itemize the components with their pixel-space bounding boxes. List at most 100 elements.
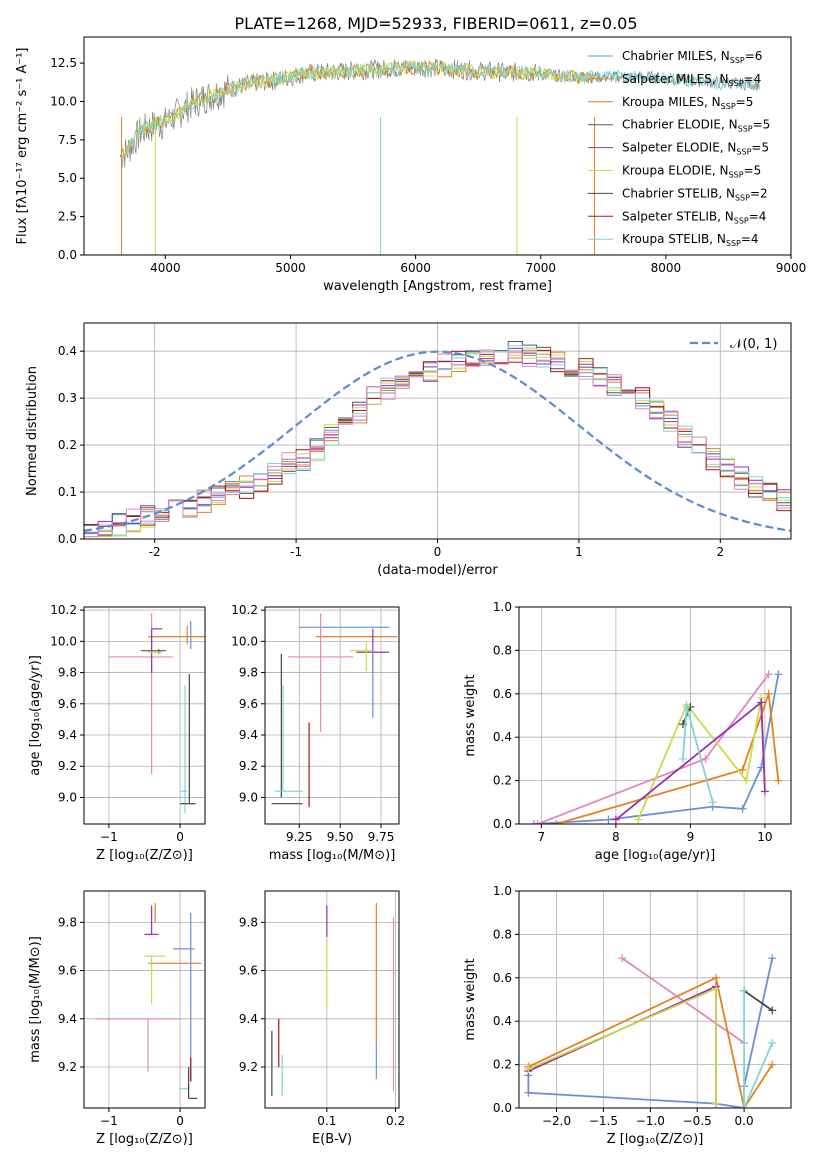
y-tick-label: 9.6 xyxy=(58,697,77,711)
x-tick-label: -2 xyxy=(149,545,161,559)
y-tick-label: 5.0 xyxy=(58,171,77,185)
x-tick-label: −1.5 xyxy=(589,1114,618,1128)
legend-label: Kroupa STELIB, NSSP=4 xyxy=(622,232,759,248)
x-tick-label: 6000 xyxy=(400,261,431,275)
y-tick-label: 9.2 xyxy=(58,759,77,773)
legend-subscript: SSP xyxy=(721,102,736,111)
y-tick-label: 9.6 xyxy=(239,964,258,978)
age-vs-mass-panel: 9.25 9.50 9.75 9.0 9.2 9.4 9.6 9.8 10.0 10.2 mass … xyxy=(231,603,400,863)
normal-curve xyxy=(84,350,791,532)
y-tick-label: 9.2 xyxy=(239,759,258,773)
histogram-step xyxy=(84,349,791,538)
legend-label-tail: =4 xyxy=(744,72,762,86)
x-axis-label: wavelength [Angstrom, rest frame] xyxy=(323,279,552,294)
residuals-panel: -2 -1 0 1 2 0.0 0.1 0.2 0.3 0.4 (data-model)/error… xyxy=(25,322,792,578)
legend-label: Salpeter STELIB, NSSP=4 xyxy=(622,209,766,225)
legend-label: Chabrier STELIB, NSSP=2 xyxy=(622,186,768,202)
y-tick-label: 0.6 xyxy=(493,971,512,985)
x-axis-label: Z [log₁₀(Z/Z⊙)] xyxy=(96,848,193,863)
x-tick-label: 7000 xyxy=(525,261,556,275)
y-tick-label: 7.5 xyxy=(58,133,77,147)
y-tick-label: 0.2 xyxy=(58,438,77,452)
y-tick-label: 0.2 xyxy=(493,774,512,788)
legend-label: Salpeter ELODIE, NSSP=5 xyxy=(622,141,769,157)
normal-legend-label: 𝒩(0, 1) xyxy=(730,337,777,352)
axes-frame xyxy=(518,606,792,825)
y-tick-label: 0.3 xyxy=(58,391,77,405)
y-tick-label: 0.0 xyxy=(493,1101,512,1115)
mass-vs-ebv-plot-area xyxy=(271,903,395,1096)
residuals-plot-area xyxy=(84,340,791,538)
x-tick-label: −2.0 xyxy=(542,1114,571,1128)
legend-label: Kroupa ELODIE, NSSP=5 xyxy=(622,164,761,180)
legend-label: Chabrier ELODIE, NSSP=5 xyxy=(622,118,770,134)
y-tick-label: 9.4 xyxy=(58,1012,77,1026)
y-tick-label: 9.4 xyxy=(239,728,258,742)
legend-subscript: SSP xyxy=(729,171,744,180)
mass-vs-Z-panel: −1 0 9.2 9.4 9.6 9.8 Z [log₁₀(Z/Z⊙)] mass [log₁… xyxy=(28,890,206,1147)
x-tick-label: 0.0 xyxy=(735,1114,754,1128)
y-tick-label: 10.2 xyxy=(231,603,258,617)
y-axis-label: age [log₁₀(age/yr)] xyxy=(28,655,43,776)
x-tick-label: 1 xyxy=(575,545,583,559)
y-tick-label: 10.0 xyxy=(231,634,258,648)
y-tick-label: 9.4 xyxy=(58,728,77,742)
spectrum-legend: Chabrier MILES, NSSP=6 Salpeter MILES, NS… xyxy=(588,49,770,248)
age-vs-Z-plot-area xyxy=(108,613,205,814)
x-tick-label: 9 xyxy=(687,830,695,844)
mass-vs-Z-plot-area xyxy=(94,903,202,1099)
y-tick-label: 9.8 xyxy=(58,915,77,929)
weight-vs-age-plot-area xyxy=(529,670,783,824)
x-axis-label: mass [log₁₀(M/M⊙)] xyxy=(269,848,396,863)
model-spectrum-line xyxy=(121,60,594,160)
x-tick-label: 4000 xyxy=(150,261,181,275)
x-tick-label: 7 xyxy=(538,830,546,844)
x-tick-label: −1.0 xyxy=(636,1114,665,1128)
y-tick-label: 12.5 xyxy=(50,56,77,70)
y-tick-label: 0.2 xyxy=(493,1058,512,1072)
weight-line xyxy=(527,976,773,1108)
figure-title: PLATE=1268, MJD=52933, FIBERID=0611, z=0… xyxy=(234,14,637,33)
x-tick-label: −1 xyxy=(100,1114,118,1128)
x-tick-label: 0.1 xyxy=(317,1114,336,1128)
y-tick-label: 9.8 xyxy=(239,915,258,929)
y-axis-label: Flux [fλ10⁻¹⁷ erg cm⁻² s⁻¹ A⁻¹] xyxy=(15,48,30,245)
y-tick-label: 9.4 xyxy=(239,1012,258,1026)
legend-label-tail: =5 xyxy=(736,95,754,109)
y-tick-label: 0.4 xyxy=(493,730,512,744)
spectrum-plot-area xyxy=(119,58,761,255)
y-tick-label: 0.0 xyxy=(493,817,512,831)
y-tick-label: 10.0 xyxy=(50,94,77,108)
legend-label: Kroupa MILES, NSSP=5 xyxy=(622,95,753,111)
x-axis-label: E(B-V) xyxy=(312,1132,352,1147)
legend-label-tail: =5 xyxy=(744,164,762,178)
x-tick-label: -1 xyxy=(290,545,302,559)
weight-line xyxy=(743,990,773,1012)
age-vs-mass-plot-area xyxy=(271,613,398,807)
y-tick-label: 9.2 xyxy=(58,1060,77,1074)
y-tick-label: 9.2 xyxy=(239,1060,258,1074)
weight-line xyxy=(533,674,780,824)
axes-frame xyxy=(83,36,792,256)
axes-frame xyxy=(83,890,206,1109)
x-tick-label: 9.50 xyxy=(327,830,354,844)
y-axis-label: mass weight xyxy=(463,958,478,1040)
y-tick-label: 9.6 xyxy=(58,964,77,978)
x-axis-label: Z [log₁₀(Z/Z⊙)] xyxy=(607,1132,704,1147)
x-axis-label: (data-model)/error xyxy=(377,563,498,578)
legend-subscript: SSP xyxy=(726,239,741,248)
legend-label-tail: =4 xyxy=(741,232,759,246)
legend-label-tail: =4 xyxy=(749,209,767,223)
weight-line xyxy=(537,673,770,824)
legend-label-tail: =2 xyxy=(750,186,768,200)
x-tick-label: −1 xyxy=(100,830,118,844)
legend-label-tail: =5 xyxy=(753,118,771,132)
x-tick-label: 9.75 xyxy=(368,830,395,844)
x-axis-label: age [log₁₀(age/yr)] xyxy=(595,848,716,863)
x-tick-label: 0.2 xyxy=(386,1114,405,1128)
axes-frame xyxy=(264,890,400,1109)
axes-frame xyxy=(264,606,400,825)
x-tick-label: 0 xyxy=(176,1114,184,1128)
y-tick-label: 0.1 xyxy=(58,485,77,499)
